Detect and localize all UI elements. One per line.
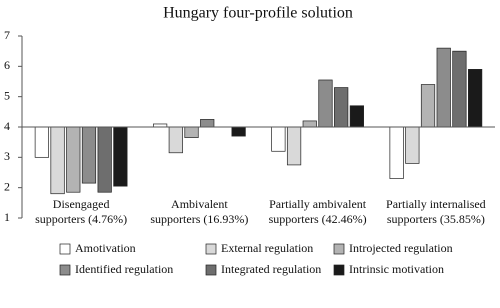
x-tick-label: Partially ambivalent <box>269 197 367 211</box>
y-tick-label: 3 <box>4 149 10 163</box>
bar <box>452 50 467 128</box>
legend-swatch <box>333 243 345 255</box>
legend-swatch <box>205 243 217 255</box>
bar <box>200 119 215 128</box>
x-tick-label: supporters (4.76%) <box>35 212 127 226</box>
bar <box>271 126 286 152</box>
y-tick-label: 2 <box>4 179 10 193</box>
bar <box>389 126 404 179</box>
bar <box>405 126 420 164</box>
bar <box>97 126 112 193</box>
bar <box>286 126 302 166</box>
legend-label: Introjected regulation <box>349 241 453 255</box>
legend-label: Integrated regulation <box>221 262 321 276</box>
legend-label: Amotivation <box>75 241 136 255</box>
legend-swatch <box>205 264 217 276</box>
y-tick-label: 1 <box>4 210 10 224</box>
bar <box>302 120 317 128</box>
legend-label: Intrinsic motivation <box>349 262 444 276</box>
bar <box>184 126 199 138</box>
y-tick-label: 6 <box>4 58 10 72</box>
x-tick-label: supporters (16.93%) <box>150 212 248 226</box>
bar <box>318 79 333 128</box>
bar <box>113 126 128 187</box>
y-tick-label: 5 <box>4 88 10 102</box>
legend-label: Identified regulation <box>75 262 173 276</box>
x-tick-label: Disengaged <box>53 197 110 211</box>
bar <box>34 126 49 158</box>
x-tick-label: supporters (35.85%) <box>387 212 485 226</box>
bar <box>468 69 483 128</box>
legend-label: External regulation <box>221 241 313 255</box>
bar <box>334 87 349 128</box>
bar <box>436 47 451 128</box>
legend-swatch <box>59 243 71 255</box>
chart-title: Hungary four-profile solution <box>163 5 353 22</box>
legend-swatch <box>333 264 345 276</box>
bar <box>420 84 436 128</box>
x-tick-label: supporters (42.46%) <box>269 212 367 226</box>
bar <box>349 105 364 128</box>
x-tick-label: Ambivalent <box>171 197 228 211</box>
y-tick-label: 4 <box>4 119 10 133</box>
bar <box>81 126 97 184</box>
y-tick-label: 7 <box>4 28 10 42</box>
bar <box>50 126 65 195</box>
bar <box>66 126 81 193</box>
legend-swatch <box>59 264 71 276</box>
x-tick-label: Partially internalised <box>386 197 486 211</box>
bar <box>168 126 183 154</box>
bar <box>231 126 246 137</box>
